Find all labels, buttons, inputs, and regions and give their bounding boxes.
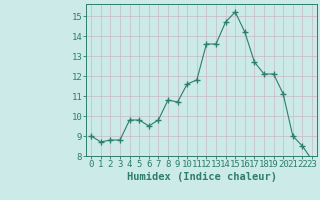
X-axis label: Humidex (Indice chaleur): Humidex (Indice chaleur) bbox=[127, 172, 276, 182]
